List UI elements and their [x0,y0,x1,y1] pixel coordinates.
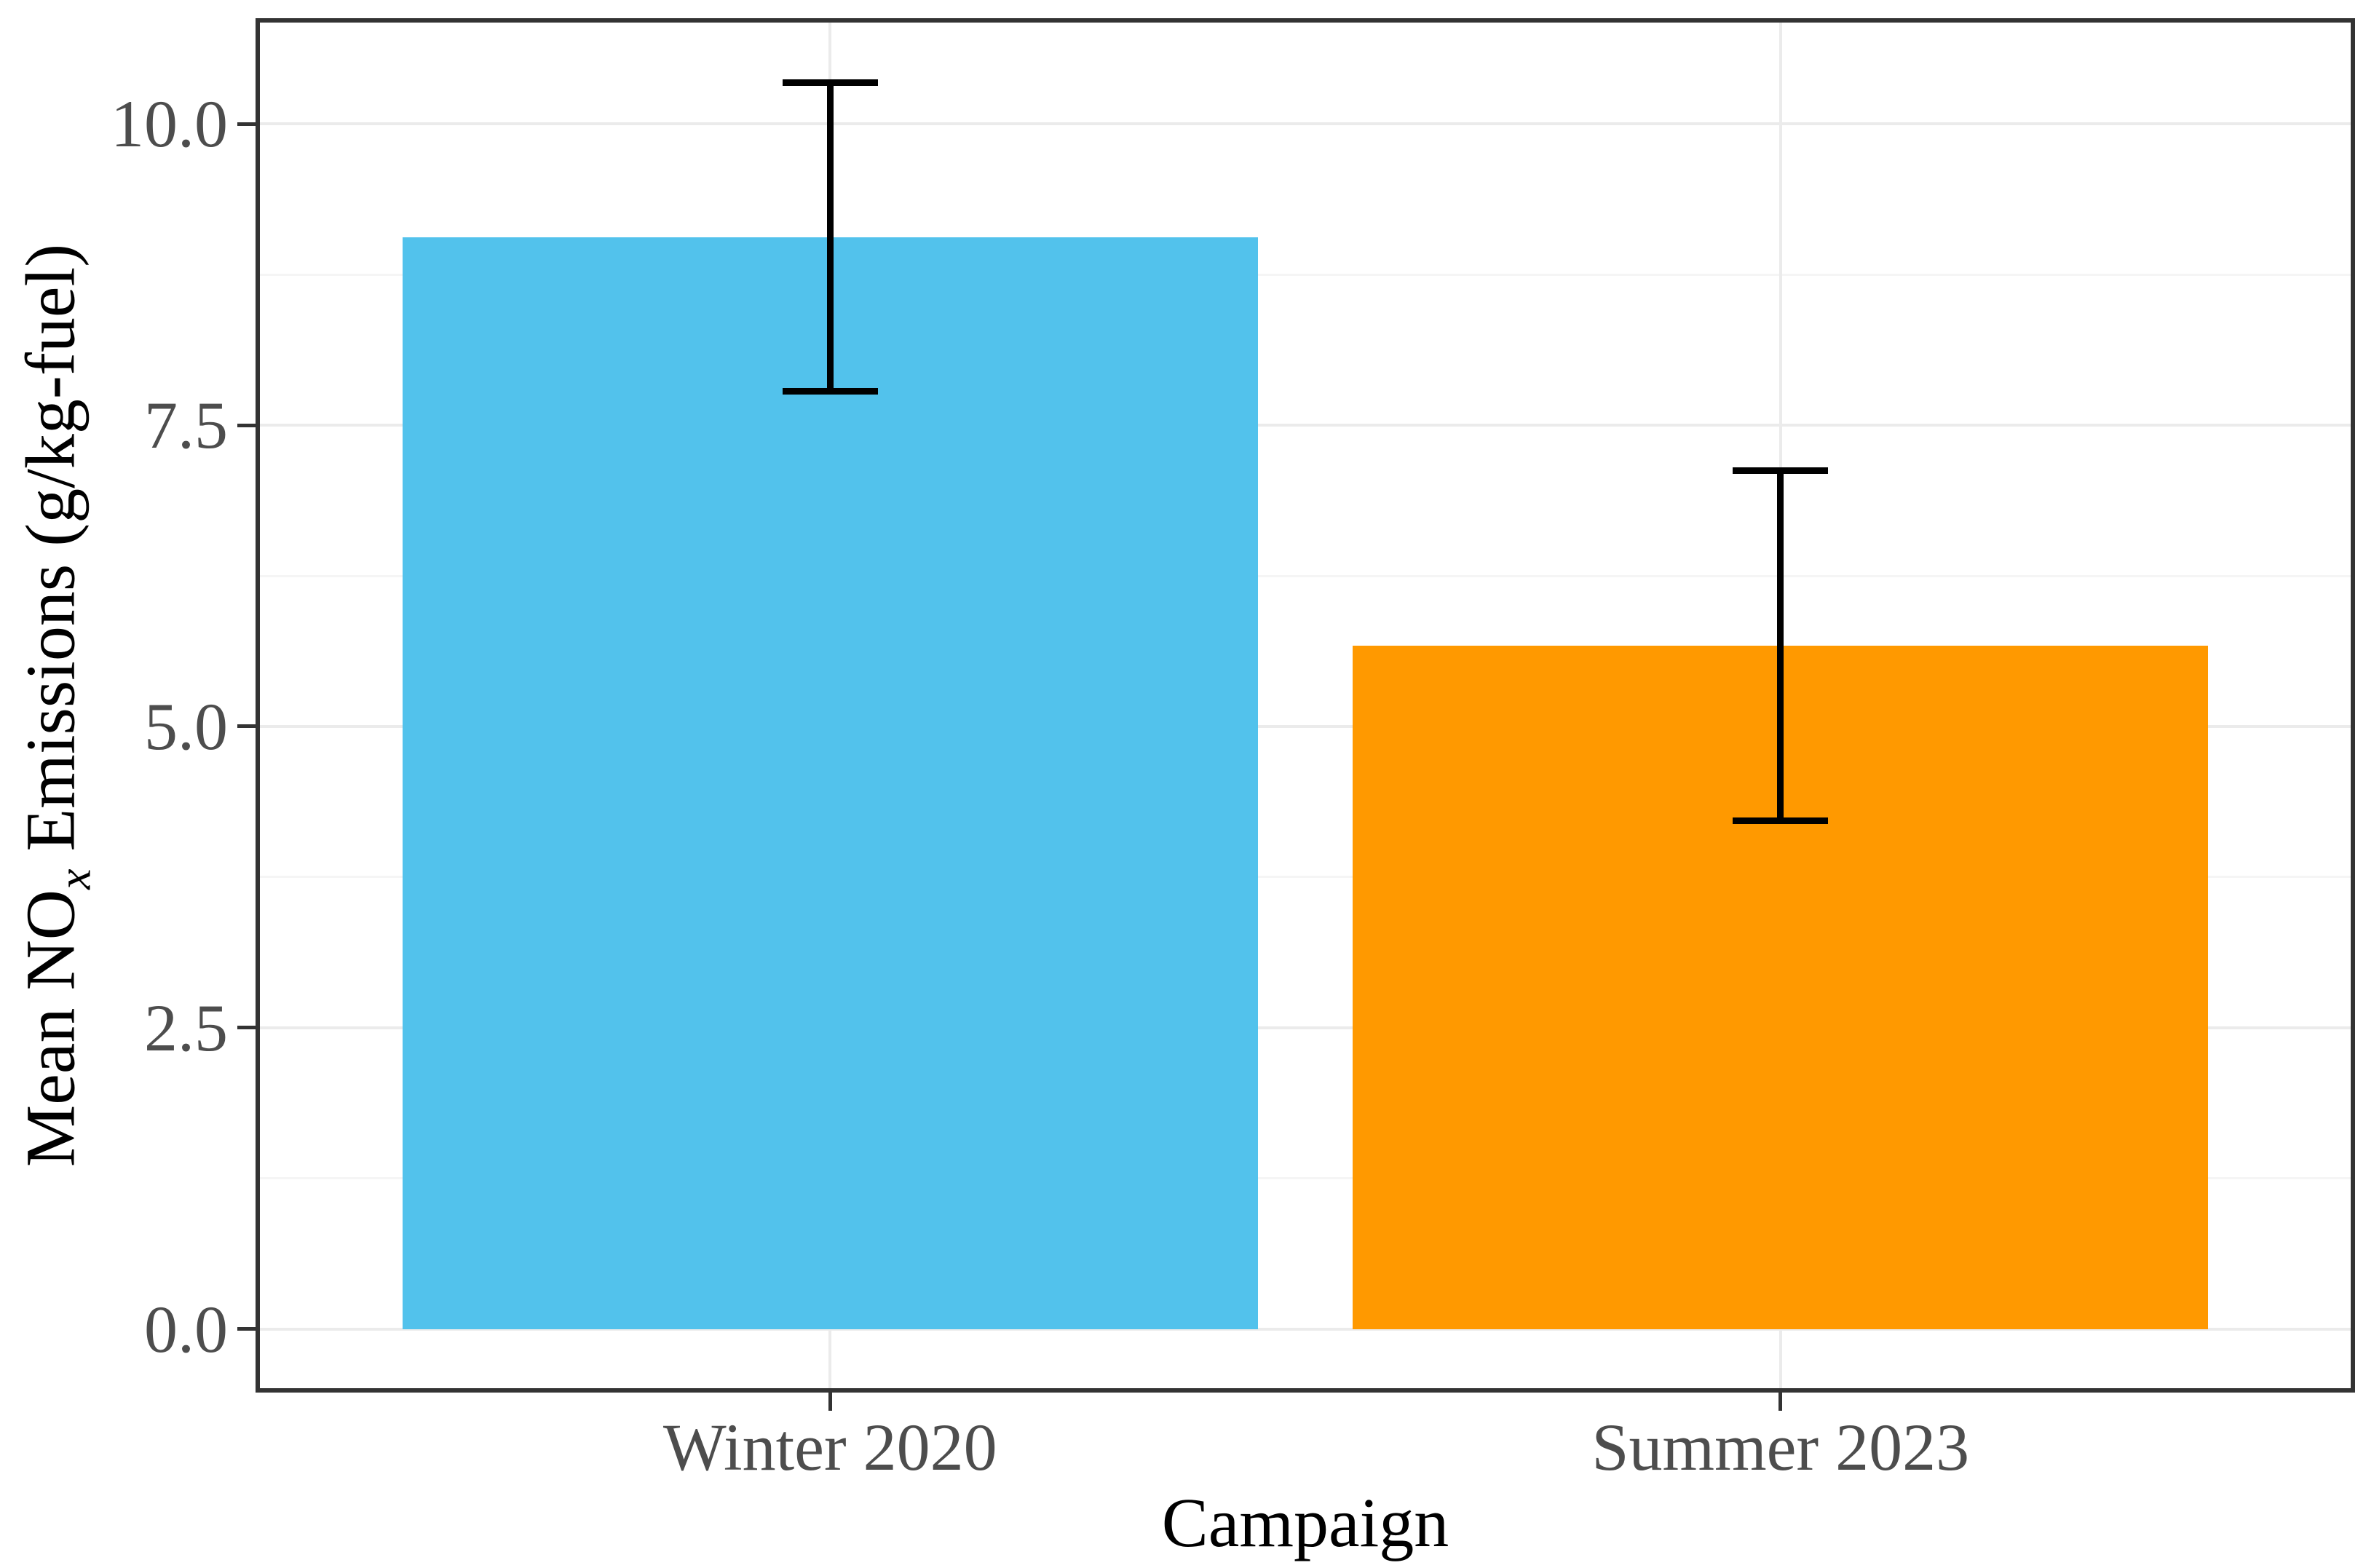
y-tick-label: 0.0 [144,1291,228,1366]
gridline-major [260,122,2351,126]
error-bar-line [826,82,834,392]
error-bar-cap [1733,467,1828,475]
y-tick-label: 10.0 [111,87,228,162]
y-axis-tick [237,1327,256,1331]
y-tick-label: 7.5 [144,388,228,463]
y-axis-tick [237,122,256,126]
gridline-minor [260,1177,2351,1180]
gridline-minor [260,876,2351,879]
y-axis-title-prefix: Mean NO [11,889,90,1168]
y-axis-tick [237,423,256,427]
gridline-major [260,1327,2351,1331]
x-axis-tick [828,1393,832,1411]
y-tick-label: 2.5 [144,990,228,1065]
error-bar-cap [783,388,878,395]
error-bar-cap [1733,817,1828,824]
gridline-major [260,1026,2351,1029]
error-bar-cap [783,79,878,87]
y-axis-title-subscript: x [48,868,100,890]
x-tick-label: Summer 2023 [1591,1410,1970,1484]
y-tick-label: 5.0 [144,689,228,764]
gridline-major [260,724,2351,728]
y-axis-tick [237,724,256,729]
y-axis-title-suffix: Emissions (g/kg-fuel) [11,243,90,869]
x-tick-label: Winter 2020 [662,1410,997,1484]
y-axis-title: Mean NOx Emissions (g/kg-fuel) [12,244,100,1167]
x-axis-tick [1778,1393,1783,1411]
y-axis-tick [237,1026,256,1030]
bar [402,237,1258,1329]
gridline-minor [260,574,2351,577]
x-axis-title: Campaign [1161,1484,1449,1561]
error-bar-line [1777,470,1784,821]
gridline-minor [260,273,2351,276]
gridline-major [260,424,2351,427]
